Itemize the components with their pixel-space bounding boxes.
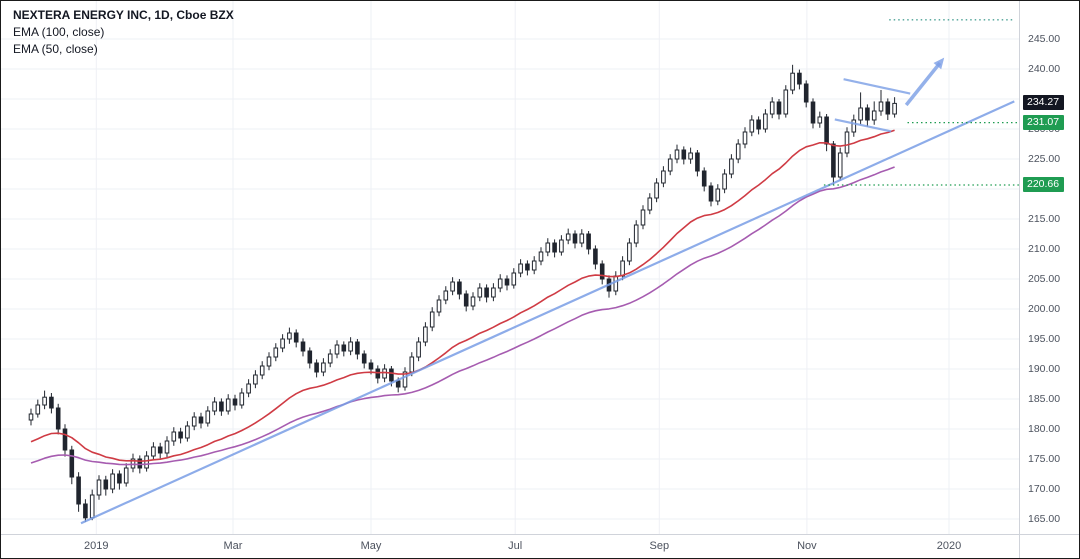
time-tick-label: Jul <box>508 540 523 552</box>
price-tick-label: 175.00 <box>1028 452 1061 465</box>
price-axis[interactable]: 245.00240.00235.00230.00225.00220.00215.… <box>1019 1 1079 534</box>
time-axis[interactable]: 2019 Mar May Jul Sep Nov 2020 <box>1 534 1019 558</box>
candlestick-chart-canvas[interactable] <box>1 1 1019 534</box>
price-tick-label: 200.00 <box>1028 302 1061 315</box>
price-tick-label: 215.00 <box>1028 212 1061 225</box>
ema50-line <box>30 129 895 462</box>
price-tick-label: 240.00 <box>1028 62 1061 75</box>
time-tick-label: Mar <box>223 540 243 552</box>
candles-layer <box>28 64 897 522</box>
ema100-line <box>30 166 895 466</box>
price-tick-label: 180.00 <box>1028 422 1061 435</box>
level-price-label: 231.07 <box>1023 114 1065 130</box>
price-tick-label: 195.00 <box>1028 332 1061 345</box>
trendline-drawing[interactable] <box>80 100 1015 525</box>
price-tick-label: 245.00 <box>1028 32 1061 45</box>
price-tick-label: 185.00 <box>1028 392 1061 405</box>
time-tick-label: Sep <box>649 540 670 552</box>
time-tick-label: 2019 <box>84 540 109 552</box>
price-tick-label: 190.00 <box>1028 362 1061 375</box>
price-tick-label: 170.00 <box>1028 482 1061 495</box>
time-tick-label: 2020 <box>936 540 962 552</box>
last-price-label: 234.27 <box>1023 95 1065 111</box>
grid-lines <box>1 1 1019 534</box>
arrow-drawing[interactable] <box>904 57 945 107</box>
time-tick-label: May <box>360 540 382 552</box>
price-tick-label: 205.00 <box>1028 272 1061 285</box>
axis-corner <box>1019 534 1079 558</box>
price-tick-label: 210.00 <box>1028 242 1061 255</box>
price-tick-label: 225.00 <box>1028 152 1061 165</box>
level-price-label: 220.66 <box>1023 177 1065 192</box>
flag-lines-drawing[interactable] <box>834 78 911 133</box>
price-tick-label: 165.00 <box>1028 512 1061 525</box>
chart-plot-area[interactable]: NEXTERA ENERGY INC, 1D, Cboe BZX EMA (10… <box>1 1 1019 534</box>
time-tick-label: Nov <box>797 540 817 552</box>
